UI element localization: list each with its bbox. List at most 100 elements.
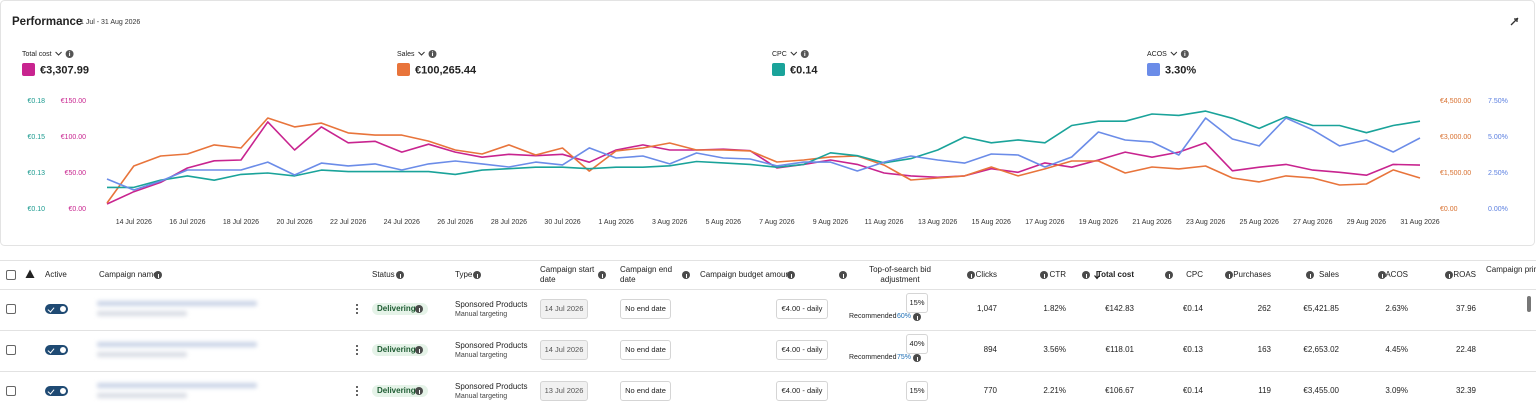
y-tick-label: €0.13 — [27, 170, 45, 177]
menu-dot — [356, 394, 358, 396]
column-header[interactable]: CTR — [1049, 270, 1066, 279]
purchases: 119 — [1258, 386, 1271, 395]
recommended-value[interactable]: 60% — [897, 313, 912, 320]
collapse-icon[interactable] — [1510, 17, 1519, 26]
info-icon — [598, 271, 606, 279]
column-header[interactable]: Status — [372, 270, 395, 279]
column-header[interactable]: ROAS — [1453, 270, 1476, 279]
menu-dot — [356, 353, 358, 355]
row-menu[interactable] — [356, 386, 358, 396]
metric-swatch — [1147, 63, 1160, 76]
info-icon — [967, 271, 975, 279]
bid-adjustment[interactable]: 40% — [906, 334, 928, 354]
budget[interactable]: €4.00 - daily — [776, 299, 828, 319]
sales: €3,455.00 — [1303, 386, 1339, 395]
performance-panel: Performance 1 Jul - 31 Aug 2026 Total co… — [0, 0, 1535, 246]
x-tick-label: 23 Aug 2026 — [1186, 219, 1225, 226]
info-icon — [1082, 271, 1090, 279]
y-tick-label: €100.00 — [61, 134, 86, 141]
cpc: €0.13 — [1182, 345, 1203, 354]
clicks: 894 — [983, 345, 997, 354]
bid-adjustment[interactable]: 15% — [906, 381, 928, 401]
y-tick-label: 2.50% — [1488, 170, 1508, 177]
row-checkbox[interactable] — [6, 270, 16, 280]
y-tick-label: 7.50% — [1488, 98, 1508, 105]
column-header[interactable]: Campaign end date — [620, 265, 673, 284]
menu-dot — [356, 390, 358, 392]
recommended-label: Recommended — [849, 354, 897, 361]
clicks: 770 — [983, 386, 997, 395]
info-icon-bar — [69, 53, 71, 56]
info-icon — [1378, 271, 1386, 279]
row-border — [0, 330, 1536, 331]
column-header[interactable]: Purchases — [1233, 270, 1271, 279]
recommended-value[interactable]: 75% — [897, 354, 912, 361]
purchases: 262 — [1257, 304, 1271, 313]
budget[interactable]: €4.00 - daily — [776, 381, 828, 401]
column-header[interactable]: Campaign name — [99, 270, 158, 279]
sort-arrow[interactable] — [1093, 270, 1101, 280]
y-tick-label: €4,500.00 — [1440, 98, 1471, 105]
end-date[interactable]: No end date — [620, 381, 671, 401]
campaign-name-blurred — [97, 342, 257, 347]
series-line — [107, 110, 1421, 189]
date-range: 1 Jul - 31 Aug 2026 — [80, 19, 140, 26]
info-icon — [396, 271, 404, 279]
info-icon — [787, 271, 795, 279]
sales: €2,653.02 — [1303, 345, 1339, 354]
row-menu[interactable] — [356, 304, 358, 314]
metric-name[interactable]: Sales — [397, 51, 415, 58]
x-tick-label: 21 Aug 2026 — [1132, 219, 1171, 226]
x-tick-label: 27 Aug 2026 — [1293, 219, 1332, 226]
active-toggle[interactable] — [45, 386, 68, 396]
end-date[interactable]: No end date — [620, 299, 671, 319]
column-header[interactable]: Total cost — [1096, 270, 1134, 279]
targeting-type: Manual targeting — [455, 311, 508, 318]
metric-name[interactable]: Total cost — [22, 51, 52, 58]
info-icon — [839, 271, 847, 279]
column-header[interactable]: Type — [455, 270, 473, 279]
row-checkbox[interactable] — [6, 386, 16, 396]
row-checkbox[interactable] — [6, 304, 16, 314]
column-header[interactable]: Campaign start date — [540, 265, 595, 284]
column-header[interactable]: Campaign budget amount — [700, 270, 793, 279]
metric-name[interactable]: CPC — [772, 51, 787, 58]
active-toggle[interactable] — [45, 304, 68, 314]
menu-dot — [356, 304, 358, 306]
y-tick-label: 0.00% — [1488, 206, 1508, 213]
status-text: Delivering — [377, 345, 416, 354]
x-tick-label: 19 Aug 2026 — [1079, 219, 1118, 226]
column-header[interactable]: CPC — [1186, 270, 1203, 279]
info-icon — [1180, 50, 1189, 58]
column-header[interactable]: Active — [45, 270, 67, 279]
active-toggle[interactable] — [45, 345, 68, 355]
info-icon-bar — [804, 53, 806, 56]
column-header[interactable]: Campaign primary brand — [1486, 265, 1536, 274]
row-menu[interactable] — [356, 345, 358, 355]
sales: €5,421.85 — [1303, 304, 1339, 313]
metric-name[interactable]: ACOS — [1147, 51, 1167, 58]
row-checkbox[interactable] — [6, 345, 16, 355]
x-tick-label: 15 Aug 2026 — [972, 219, 1011, 226]
column-header[interactable]: ACOS — [1385, 270, 1408, 279]
budget[interactable]: €4.00 - daily — [776, 340, 828, 360]
bid-adjustment[interactable]: 15% — [906, 293, 928, 313]
menu-dot — [356, 349, 358, 351]
info-icon — [800, 50, 809, 58]
toggle-knob — [60, 347, 66, 353]
cpc: €0.14 — [1182, 386, 1203, 395]
info-icon — [1165, 271, 1173, 279]
info-icon-dot — [1184, 51, 1186, 53]
column-header[interactable]: Top-of-search bid adjustment — [869, 265, 931, 284]
metric-total: €3,307.99 — [40, 64, 89, 76]
column-header[interactable]: Clicks — [975, 270, 997, 279]
warning-icon — [25, 269, 35, 278]
x-tick-label: 31 Aug 2026 — [1400, 219, 1439, 226]
column-header[interactable]: Sales — [1318, 270, 1339, 279]
end-date[interactable]: No end date — [620, 340, 671, 360]
info-icon-dot — [69, 51, 71, 53]
metric-chevron — [790, 51, 798, 56]
toggle-check — [47, 387, 55, 395]
ctr: 3.56% — [1043, 345, 1066, 354]
metric-total: €100,265.44 — [415, 64, 477, 76]
